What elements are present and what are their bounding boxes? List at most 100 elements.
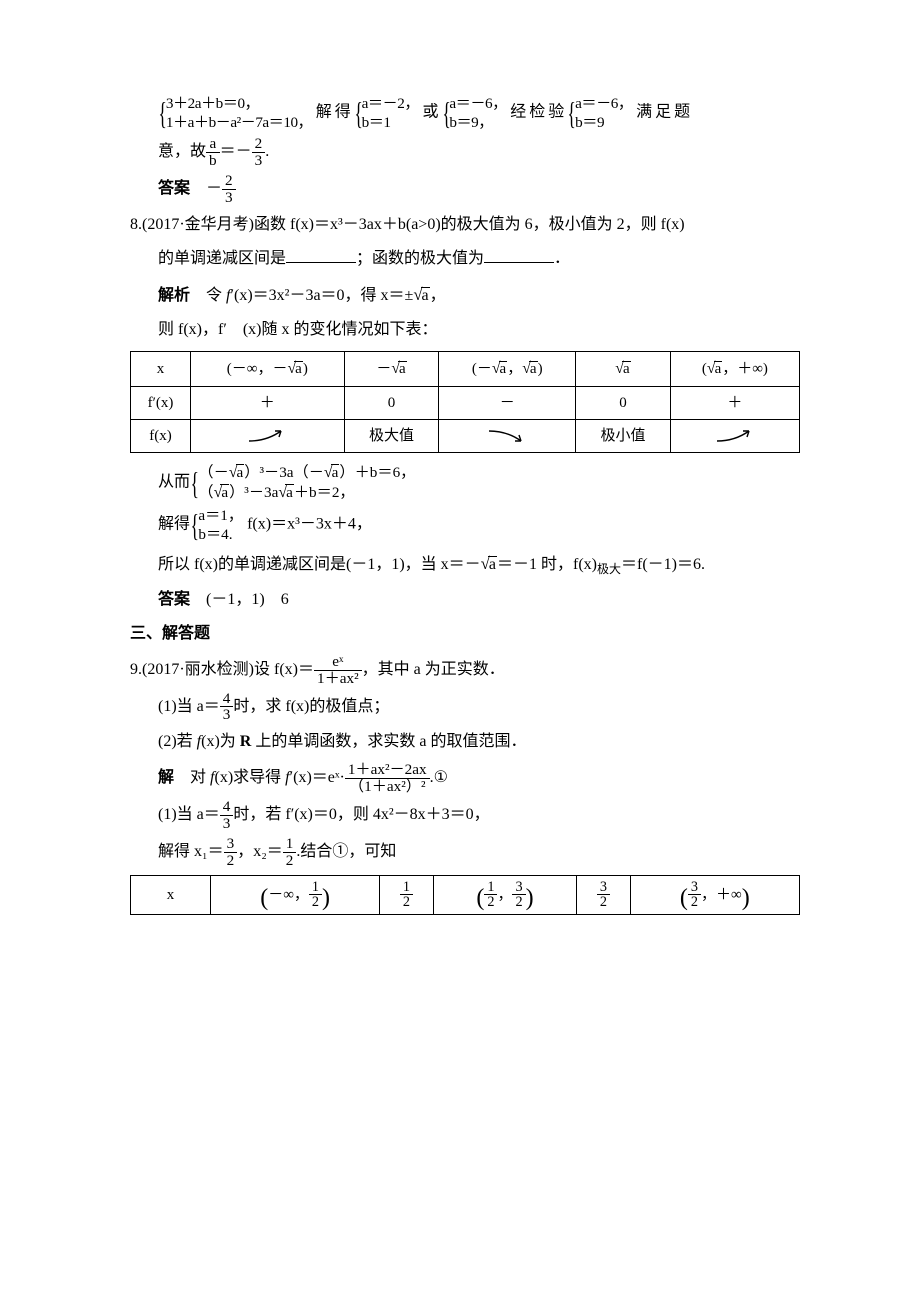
sqrt-a: √a	[413, 279, 429, 311]
cell: f(x)	[131, 419, 191, 452]
text: f(x)＝x³－3x＋4，	[243, 516, 372, 533]
table-row-x: x (－∞，－√a) －√a (－√a，√a) √a (√a，＋∞)	[131, 352, 800, 386]
table-row-fprime: f′(x) ＋ 0 － 0 ＋	[131, 386, 800, 419]
p8-answer: 答案 (－1，1) 6	[130, 585, 800, 615]
fraction-43: 43	[220, 691, 234, 724]
text: .结合①，可知	[296, 843, 396, 860]
p8-after-table: 从而{ （－√a）³－3a（－√a）＋b＝6， （√a）³－3a√a＋b＝2，	[130, 463, 800, 503]
text: 时，若 f′(x)＝0，则 4x²－8x＋3＝0，	[233, 806, 489, 823]
p9-roots: 解得 x₁＝32，x₂＝12.结合①，可知	[130, 836, 800, 869]
text: ，	[430, 287, 446, 304]
cell: (12，32)	[433, 875, 577, 915]
sys-row1: （－√a）³－3a（－√a）＋b＝6，	[198, 463, 415, 483]
system: （－√a）³－3a（－√a）＋b＝6， （√a）³－3a√a＋b＝2，	[198, 463, 415, 503]
brace-icon: {	[568, 97, 576, 129]
brace-icon: {	[158, 97, 166, 129]
p9-p1-line: (1)当 a＝43时，若 f′(x)＝0，则 4x²－8x＋3＝0，	[130, 799, 800, 832]
cell: 极小值	[576, 419, 671, 452]
sys4-row1: a＝－6，	[575, 94, 632, 113]
fraction-43b: 43	[220, 799, 234, 832]
text: 的单调递减区间是	[158, 250, 286, 267]
p7-answer: 答案 －23	[130, 173, 800, 206]
cell: (－∞，－√a)	[191, 352, 345, 386]
cell: f′(x)	[131, 386, 191, 419]
cell: 12	[380, 875, 433, 915]
system-2: a＝－2， b＝1	[362, 94, 419, 132]
p7-line2: 意，故ab＝－23.	[130, 136, 800, 169]
p9-stem: 9.(2017·丽水检测)设 f(x)＝eˣ1＋ax²，其中 a 为正实数．	[130, 654, 800, 687]
right-paren-icon: )	[742, 884, 750, 910]
cell: 0	[576, 386, 671, 419]
system-3: a＝－6， b＝9，	[449, 94, 506, 132]
arrow-down-right-icon	[485, 428, 529, 444]
text: 解得 x₁＝	[158, 843, 224, 860]
text: .①	[430, 769, 448, 786]
right-paren-icon: )	[526, 884, 534, 910]
answer-text: (－1，1) 6	[206, 591, 289, 608]
cell: (32，＋∞)	[630, 875, 799, 915]
cell: (－√a，√a)	[439, 352, 576, 386]
subscript: 极大	[597, 563, 621, 577]
cell: 极大值	[344, 419, 439, 452]
fraction-23: 23	[252, 136, 266, 169]
text: 意，故	[158, 143, 206, 160]
fraction-deriv: 1＋ax²－2ax（1＋ax²）²	[345, 762, 430, 795]
system-4: a＝－6， b＝9	[575, 94, 632, 132]
cell-arrow-up	[191, 419, 345, 452]
text: (1)当 a＝	[158, 806, 220, 823]
text: (1)当 a＝	[158, 698, 220, 715]
text-tail: 满 足 题	[636, 104, 690, 121]
brace-icon: {	[442, 97, 450, 129]
section-3-heading: 三、解答题	[130, 619, 800, 649]
text: ；函数的极大值为	[356, 250, 484, 267]
left-paren-icon: (	[680, 884, 688, 910]
brace-icon: {	[190, 467, 198, 499]
p9-part2: (2)若 f(x)为 R 上的单调函数，求实数 a 的取值范围．	[130, 727, 800, 757]
sys3-row2: b＝9，	[449, 113, 506, 132]
text: ，x₂＝	[237, 843, 283, 860]
p8-stem-line2: 的单调递减区间是；函数的极大值为．	[130, 244, 800, 274]
text-mid3: 经 检 验	[510, 104, 564, 121]
p8-conclude: 所以 f(x)的单调递减区间是(－1，1)，当 x＝－√a＝－1 时，f(x)极…	[130, 548, 800, 580]
system-1: 3＋2a＋b＝0， 1＋a＋b－a²－7a＝10，	[166, 94, 312, 132]
cell: (－∞，12)	[211, 875, 380, 915]
text: .	[265, 143, 269, 160]
brace-icon: {	[354, 97, 362, 129]
text-mid2: 或	[423, 104, 439, 121]
text: 9.(2017·丽水检测)设 f(x)＝	[130, 661, 314, 678]
cell: (√a，＋∞)	[670, 352, 799, 386]
answer-label: 答案	[158, 591, 190, 608]
text-mid1: 解 得	[316, 104, 351, 121]
p7-system-line: { 3＋2a＋b＝0， 1＋a＋b－a²－7a＝10， 解 得 { a＝－2， …	[130, 94, 800, 132]
p9-part1: (1)当 a＝43时，求 f(x)的极值点；	[130, 691, 800, 724]
sys4-row2: b＝9	[575, 113, 632, 132]
cell: ＋	[191, 386, 345, 419]
p8-stem-line1: 8.(2017·金华月考)函数 f(x)＝x³－3ax＋b(a>0)的极大值为 …	[130, 210, 800, 240]
cell: －√a	[344, 352, 439, 386]
cell: √a	[576, 352, 671, 386]
table-row-fx: f(x) 极大值 极小值	[131, 419, 800, 452]
cell-x-label: x	[131, 352, 191, 386]
sys3-row1: a＝－6，	[449, 94, 506, 113]
solution-label: 解析	[158, 287, 190, 304]
text: 从而	[158, 473, 190, 490]
p8-solve-line: 解得{ a＝1， b＝4. f(x)＝x³－3x＋4，	[130, 506, 800, 544]
cell: 32	[577, 875, 630, 915]
cell-arrow-up	[670, 419, 799, 452]
fraction-fx: eˣ1＋ax²	[314, 654, 362, 687]
cell: －	[439, 386, 576, 419]
brace-icon: {	[190, 509, 198, 541]
sys2-row1: a＝－2，	[362, 94, 419, 113]
text: ＝－1 时，f(x)	[497, 556, 597, 573]
fraction-ab: ab	[206, 136, 220, 169]
sqrt-a: √a	[481, 548, 497, 580]
p8-sol-line1: 解析 令 f′(x)＝3x²－3a＝0，得 x＝±√a，	[130, 279, 800, 311]
system: a＝1， b＝4.	[198, 506, 243, 544]
text: 所以 f(x)的单调递减区间是(－1，1)，当 x＝－	[158, 556, 481, 573]
arrow-up-right-icon	[713, 428, 757, 444]
sys1-row1: 3＋2a＋b＝0，	[166, 94, 312, 113]
p8-variation-table: x (－∞，－√a) －√a (－√a，√a) √a (√a，＋∞) f′(x)…	[130, 351, 800, 452]
table-row-x: x (－∞，12) 12 (12，32) 32 (32，＋∞)	[131, 875, 800, 915]
page: { 3＋2a＋b＝0， 1＋a＋b－a²－7a＝10， 解 得 { a＝－2， …	[0, 0, 920, 1015]
text: ＝f(－1)＝6.	[621, 556, 705, 573]
